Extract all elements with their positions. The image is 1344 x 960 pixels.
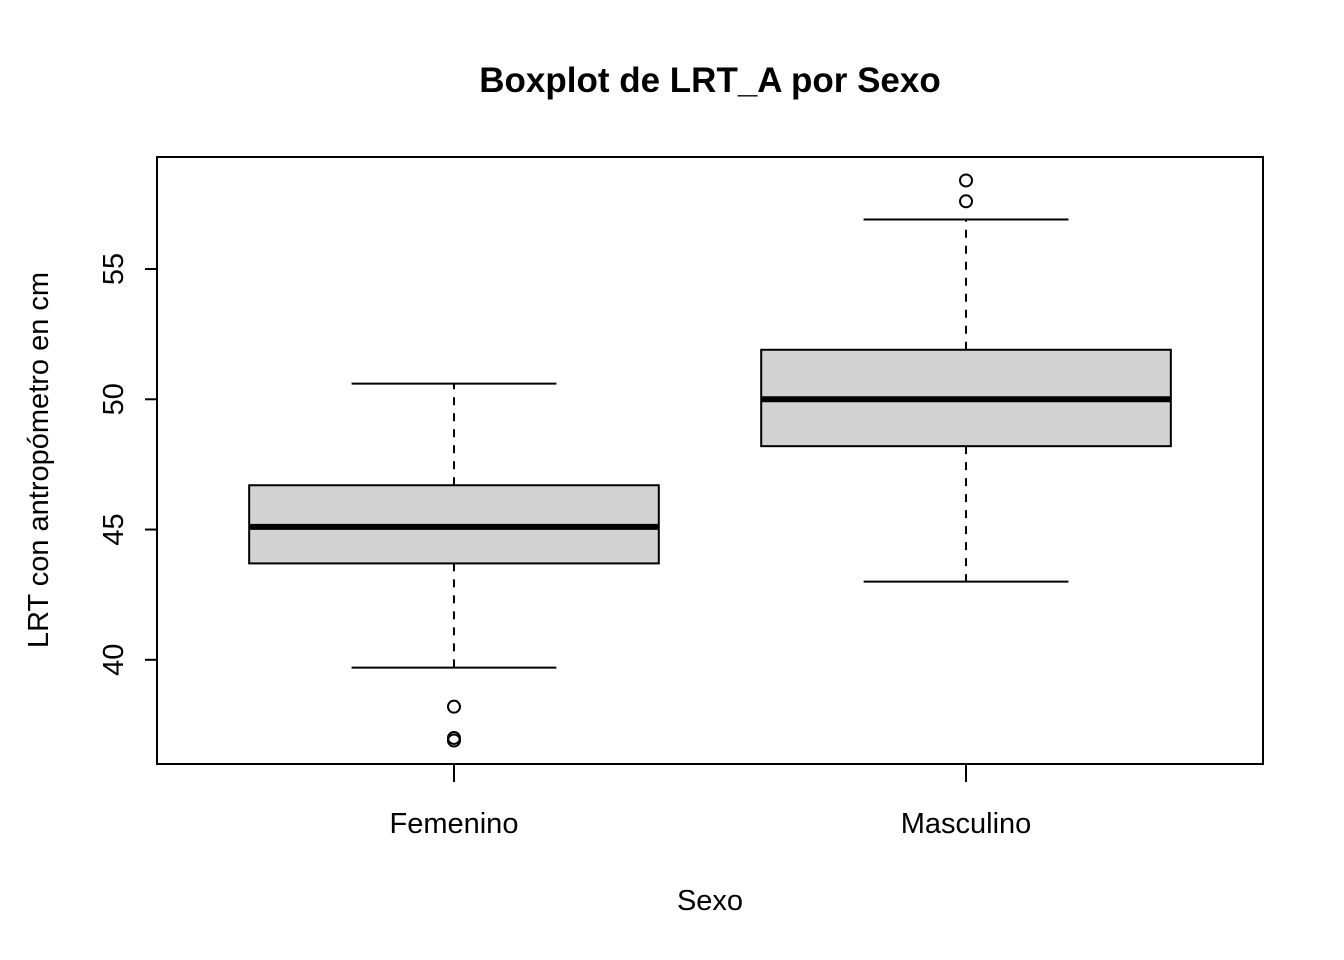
y-tick-label: 40 [98, 644, 130, 676]
plot-frame [156, 156, 1264, 765]
x-axis-label: Sexo [677, 885, 743, 917]
y-axis-label: LRT con antropómetro en cm [23, 272, 55, 648]
x-tick-label: Femenino [389, 808, 518, 840]
outlier-point [446, 699, 461, 714]
outlier-point [959, 194, 974, 209]
outlier-point [959, 173, 974, 188]
y-tick-label: 50 [98, 383, 130, 415]
x-tick-label: Masculino [901, 808, 1032, 840]
chart-title: Boxplot de LRT_A por Sexo [479, 61, 941, 100]
outlier-point [446, 733, 461, 748]
y-tick-label: 45 [98, 513, 130, 545]
y-tick-label: 55 [98, 253, 130, 285]
